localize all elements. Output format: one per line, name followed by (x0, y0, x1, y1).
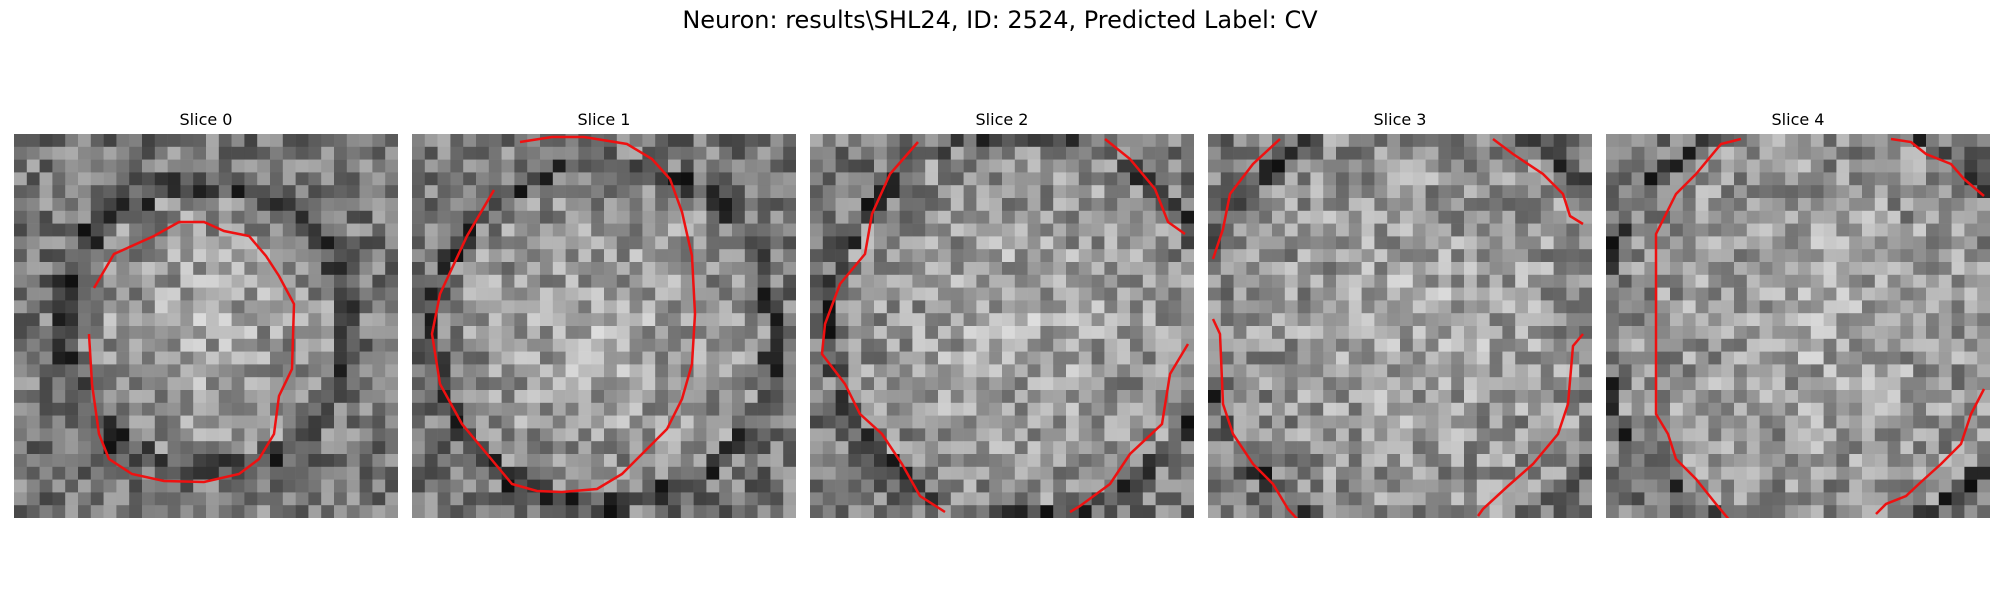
contour-2b (1104, 138, 1186, 236)
slice-panel-1: Slice 1 (412, 108, 796, 518)
slice-title-4: Slice 4 (1771, 110, 1825, 129)
slice-pixels-2 (810, 134, 1194, 518)
slice-title-2: Slice 2 (975, 110, 1029, 129)
figure-title: Neuron: results\SHL24, ID: 2524, Predict… (682, 6, 1318, 34)
slice-image-2 (810, 134, 1194, 518)
slice-pixels-3 (1208, 134, 1592, 518)
slice-panel-3: Slice 3 (1208, 108, 1592, 518)
slice-image-1 (412, 134, 796, 518)
slice-image-0 (14, 134, 398, 518)
contour-2c (1069, 343, 1190, 514)
slice-pixels-0 (14, 134, 398, 518)
slice-panel-2: Slice 2 (810, 108, 1194, 518)
contour-0 (87, 220, 296, 484)
contour-3d (1476, 333, 1584, 517)
slice-image-4 (1606, 134, 1990, 518)
contour-2a (820, 141, 946, 514)
contour-4c (1875, 388, 1986, 515)
contour-1 (430, 135, 697, 494)
contour-4a (1654, 137, 1742, 518)
slice-panel-0: Slice 0 (14, 108, 398, 518)
slice-title-3: Slice 3 (1373, 110, 1427, 129)
slice-panel-4: Slice 4 (1606, 108, 1990, 518)
contour-3a (1211, 138, 1281, 260)
contour-4b (1890, 137, 1985, 197)
slice-pixels-1 (412, 134, 796, 518)
slice-pixels-4 (1606, 134, 1990, 518)
slice-title-0: Slice 0 (179, 110, 233, 129)
slice-title-1: Slice 1 (577, 110, 631, 129)
contour-3c (1492, 138, 1584, 226)
slice-image-3 (1208, 134, 1592, 518)
contour-3b (1211, 318, 1299, 518)
